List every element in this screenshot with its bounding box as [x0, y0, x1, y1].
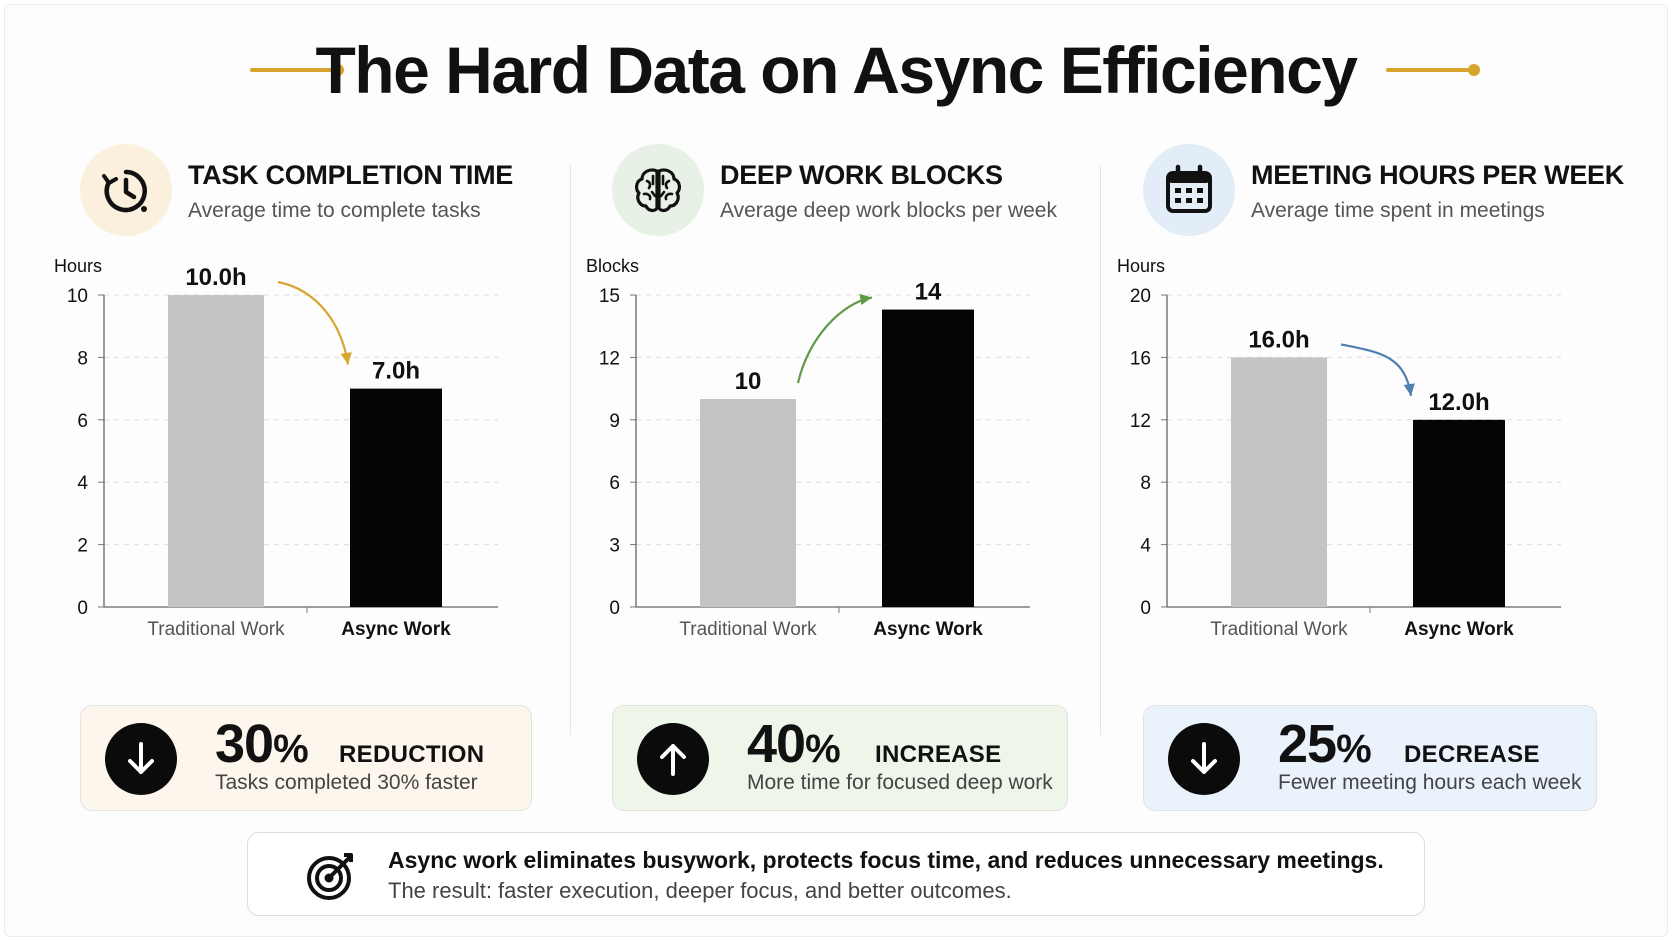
footer-subline: The result: faster execution, deeper foc… [388, 878, 1012, 903]
stat-label: REDUCTION [339, 741, 485, 768]
bar-chart-task-completion: Hours 0 2 4 6 8 10 10.0h Traditional Work 7.0h Asy… [54, 256, 498, 640]
data-label: 12.0h [1428, 389, 1489, 416]
stat-box: 40% INCREASE More time for focused deep … [612, 705, 1068, 811]
y-axis-label: Hours [1117, 256, 1165, 276]
panel-subtitle: Average time spent in meetings [1251, 199, 1545, 222]
y-tick-label: 4 [1140, 536, 1151, 557]
x-tick-label: Async Work [341, 619, 451, 640]
y-axis-label: Hours [54, 256, 102, 276]
arrow-down-icon [1168, 723, 1240, 795]
change-arrow [1340, 343, 1413, 396]
stat-value: 25% [1278, 714, 1372, 774]
data-label: 16.0h [1248, 326, 1309, 353]
y-tick-label: 9 [609, 411, 620, 432]
panel-meeting-hours: MEETING HOURS PER WEEK Average time spen… [1117, 140, 1643, 820]
bar-chart-meeting-hours: Hours 0 4 8 12 16 20 16.0h Traditional Work 12.0h… [1117, 256, 1561, 640]
change-arrow [796, 296, 873, 384]
y-tick-label: 0 [77, 598, 88, 619]
y-tick-label: 0 [609, 598, 620, 619]
bar-async [350, 388, 442, 607]
change-arrowhead [1403, 383, 1415, 396]
y-tick-label: 6 [609, 473, 620, 494]
title-decoration-right [1386, 62, 1486, 78]
footer-summary: Async work eliminates busywork, protects… [247, 832, 1425, 916]
y-axis-label: Blocks [586, 256, 639, 276]
panel-title: MEETING HOURS PER WEEK [1251, 160, 1624, 190]
bar-traditional [700, 399, 796, 607]
icon-badge [1143, 144, 1235, 236]
x-tick-label: Traditional Work [147, 619, 285, 640]
bar-chart-deep-work: Blocks 0 3 6 9 12 15 10 Traditional Work 14 Async … [586, 256, 1030, 640]
panel-subtitle: Average time to complete tasks [188, 199, 481, 222]
x-tick-label: Async Work [1404, 619, 1514, 640]
x-tick-label: Traditional Work [1210, 619, 1348, 640]
arrow-up-icon [637, 723, 709, 795]
stopwatch-icon [102, 169, 147, 213]
bar-traditional [168, 295, 264, 607]
data-label: 7.0h [372, 358, 420, 385]
change-arrow [277, 280, 350, 365]
stat-description: Fewer meeting hours each week [1278, 771, 1582, 794]
y-tick-label: 3 [609, 536, 620, 557]
y-tick-label: 8 [1140, 473, 1151, 494]
panel-task-completion: TASK COMPLETION TIME Average time to com… [54, 140, 580, 820]
data-label: 14 [915, 279, 942, 306]
brain-icon [635, 168, 681, 213]
bar-traditional [1231, 357, 1327, 607]
bar-async [1413, 419, 1505, 607]
icon-badge [612, 144, 704, 236]
column-divider [1100, 165, 1101, 735]
title-row: The Hard Data on Async Efficiency [0, 28, 1672, 118]
icon-badge [80, 144, 172, 236]
y-tick-label: 0 [1140, 598, 1151, 619]
y-tick-label: 10 [67, 286, 88, 307]
y-tick-label: 8 [77, 348, 88, 369]
stat-value: 40% [747, 714, 841, 774]
y-tick-label: 20 [1130, 286, 1151, 307]
column-divider [570, 165, 571, 735]
panel-header: MEETING HOURS PER WEEK Average time spen… [1143, 140, 1643, 240]
arrow-down-icon [105, 723, 177, 795]
panel-deep-work: DEEP WORK BLOCKS Average deep work block… [586, 140, 1112, 820]
y-tick-label: 12 [1130, 411, 1151, 432]
y-tick-label: 12 [599, 348, 620, 369]
target-icon [307, 853, 353, 900]
panel-header: TASK COMPLETION TIME Average time to com… [80, 140, 580, 240]
calendar-icon [1166, 164, 1212, 213]
y-tick-label: 2 [77, 536, 88, 557]
x-tick-label: Async Work [873, 619, 983, 640]
bar-async [882, 309, 974, 607]
stat-label: INCREASE [875, 741, 1002, 768]
panel-title: DEEP WORK BLOCKS [720, 160, 1003, 190]
stat-box: 25% DECREASE Fewer meeting hours each we… [1143, 705, 1597, 811]
y-tick-label: 4 [77, 473, 88, 494]
change-arrowhead [340, 352, 352, 365]
title-decoration-left [250, 62, 350, 78]
stat-label: DECREASE [1404, 741, 1540, 768]
panel-title: TASK COMPLETION TIME [188, 160, 513, 190]
panel-header: DEEP WORK BLOCKS Average deep work block… [612, 140, 1112, 240]
x-tick-label: Traditional Work [679, 619, 817, 640]
footer-headline: Async work eliminates busywork, protects… [388, 847, 1384, 873]
data-label: 10 [735, 368, 762, 395]
change-arrowhead [859, 293, 872, 306]
panel-subtitle: Average deep work blocks per week [720, 199, 1057, 222]
y-tick-label: 15 [599, 286, 620, 307]
stat-description: Tasks completed 30% faster [215, 771, 478, 794]
stat-box: 30% REDUCTION Tasks completed 30% faster [80, 705, 532, 811]
stat-description: More time for focused deep work [747, 771, 1053, 794]
data-label: 10.0h [185, 264, 246, 291]
y-tick-label: 6 [77, 411, 88, 432]
stat-value: 30% [215, 714, 309, 774]
y-tick-label: 16 [1130, 348, 1151, 369]
page-title: The Hard Data on Async Efficiency [315, 33, 1358, 107]
